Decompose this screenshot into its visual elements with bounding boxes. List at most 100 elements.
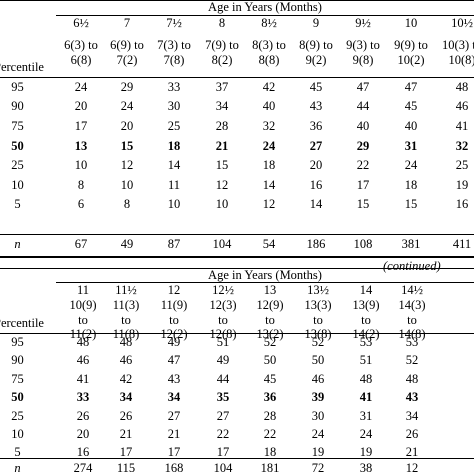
table1-percentile-10: 10 <box>11 178 24 192</box>
table1-range-from-2: 7(3) to <box>157 38 191 52</box>
table1-cell: 27 <box>309 139 323 153</box>
table1-cell: 16 <box>455 197 469 211</box>
table1-cell: 21 <box>215 139 229 153</box>
table2-age-4: 13 <box>263 283 277 297</box>
table1-cell: 14 <box>309 197 323 211</box>
table2-cell: 44 <box>216 372 230 386</box>
table2-range-to-4: to <box>265 313 275 327</box>
table1-header-rule <box>0 77 474 78</box>
table2-range-to-5: to <box>313 313 323 327</box>
table2-cell: 50 <box>263 353 277 367</box>
table1-age-3: 8 <box>218 16 226 30</box>
table2-range-to-7: to <box>407 313 417 327</box>
table2-cell: 26 <box>119 409 133 423</box>
table1-cell: 36 <box>309 119 323 133</box>
table1-heading-rule <box>56 15 474 16</box>
table2-range-end-6: 14(2) <box>352 327 380 341</box>
table2-n-label: n <box>14 461 21 475</box>
table1-cell: 40 <box>262 99 276 113</box>
table1-age-6: 9½ <box>355 16 371 30</box>
table1-range-to-7: 10(2) <box>397 53 425 67</box>
table1-cell: 17 <box>356 178 370 192</box>
table1-cell: 48 <box>455 80 469 94</box>
table2-range-to-2: to <box>169 313 179 327</box>
table1-cell: 33 <box>167 80 181 94</box>
table2-cell: 45 <box>263 372 277 386</box>
table1-cell: 10 <box>120 178 134 192</box>
table1-range-to-0: 6(8) <box>70 53 92 67</box>
table2-header-rule <box>0 333 474 334</box>
table2-cell: 34 <box>405 409 419 423</box>
table2-range-end-7: 14(8) <box>398 327 426 341</box>
table2-n-value: 72 <box>311 461 325 475</box>
table2-cell: 24 <box>359 427 373 441</box>
table2-cell: 39 <box>311 390 325 404</box>
table1-cell: 42 <box>262 80 276 94</box>
table1-n-value: 186 <box>306 237 326 251</box>
table1-percentile-25: 25 <box>11 158 24 172</box>
table1-range-from-8: 10(3) to <box>442 38 474 52</box>
table1-heading: Age in Years (Months) <box>208 0 322 14</box>
table2-cell: 33 <box>76 390 90 404</box>
table1-cell: 29 <box>120 80 134 94</box>
table2-cell: 41 <box>359 390 373 404</box>
table1-cell: 24 <box>262 139 276 153</box>
table2-n-value: 168 <box>164 461 184 475</box>
table1-range-to-5: 9(2) <box>305 53 327 67</box>
table2-cell: 49 <box>167 335 181 349</box>
table1-age-4: 8½ <box>261 16 277 30</box>
table2-n-value: 115 <box>116 461 136 475</box>
table2-n-value: 12 <box>405 461 419 475</box>
table1-range-from-6: 9(3) to <box>346 38 380 52</box>
table1-cell: 11 <box>167 178 181 192</box>
table2-cell: 27 <box>216 409 230 423</box>
table1-cell: 15 <box>404 197 418 211</box>
table1-percentile-75: 75 <box>11 119 24 133</box>
table1-cell: 34 <box>215 99 229 113</box>
table2-stub-header: Percentile <box>0 316 44 330</box>
table2-n-rule <box>0 458 474 459</box>
table2-percentile-25: 25 <box>11 409 24 423</box>
table1-cell: 32 <box>455 139 469 153</box>
table1-bottom-rule <box>0 256 474 258</box>
table1-cell: 15 <box>215 158 229 172</box>
table1-n-value: 87 <box>167 237 181 251</box>
table1-cell: 10 <box>215 197 229 211</box>
table2-cell: 31 <box>359 409 373 423</box>
table2-cell: 27 <box>167 409 181 423</box>
table1-cell: 45 <box>309 80 323 94</box>
table2-cell: 17 <box>216 445 230 459</box>
table1-cell: 12 <box>120 158 134 172</box>
table1-cell: 29 <box>356 139 370 153</box>
table1-cell: 22 <box>356 158 370 172</box>
table2-range-from-4: 12(9) <box>256 298 284 312</box>
table1-stub-header: Percentile <box>0 60 44 74</box>
table1-n-value: 411 <box>452 237 472 251</box>
table1-cell: 47 <box>356 80 370 94</box>
table1-range-from-7: 9(9) to <box>394 38 428 52</box>
table1-cell: 40 <box>356 119 370 133</box>
table1-cell: 24 <box>74 80 88 94</box>
table2-range-from-7: 14(3) <box>398 298 426 312</box>
table1-cell: 14 <box>167 158 181 172</box>
table1-cell: 10 <box>167 197 181 211</box>
table2-cell: 19 <box>311 445 325 459</box>
table1-range-from-1: 6(9) to <box>110 38 144 52</box>
table2-cell: 34 <box>119 390 133 404</box>
table2-percentile-75: 75 <box>11 372 24 386</box>
table1-age-0: 6½ <box>73 16 89 30</box>
table1-cell: 47 <box>404 80 418 94</box>
table2-heading: Age in Years (Months) <box>208 268 322 282</box>
table2-cell: 51 <box>216 335 230 349</box>
table1-cell: 28 <box>215 119 229 133</box>
table2-age-7: 14½ <box>401 283 423 297</box>
table2-cell: 24 <box>311 427 325 441</box>
table1-cell: 8 <box>77 178 85 192</box>
table1-cell: 18 <box>167 139 181 153</box>
table1-range-to-3: 8(2) <box>211 53 233 67</box>
table1-cell: 30 <box>167 99 181 113</box>
table2-cell: 47 <box>167 353 181 367</box>
table2-cell: 21 <box>119 427 133 441</box>
table1-range-to-4: 8(8) <box>258 53 280 67</box>
table2-cell: 46 <box>119 353 133 367</box>
